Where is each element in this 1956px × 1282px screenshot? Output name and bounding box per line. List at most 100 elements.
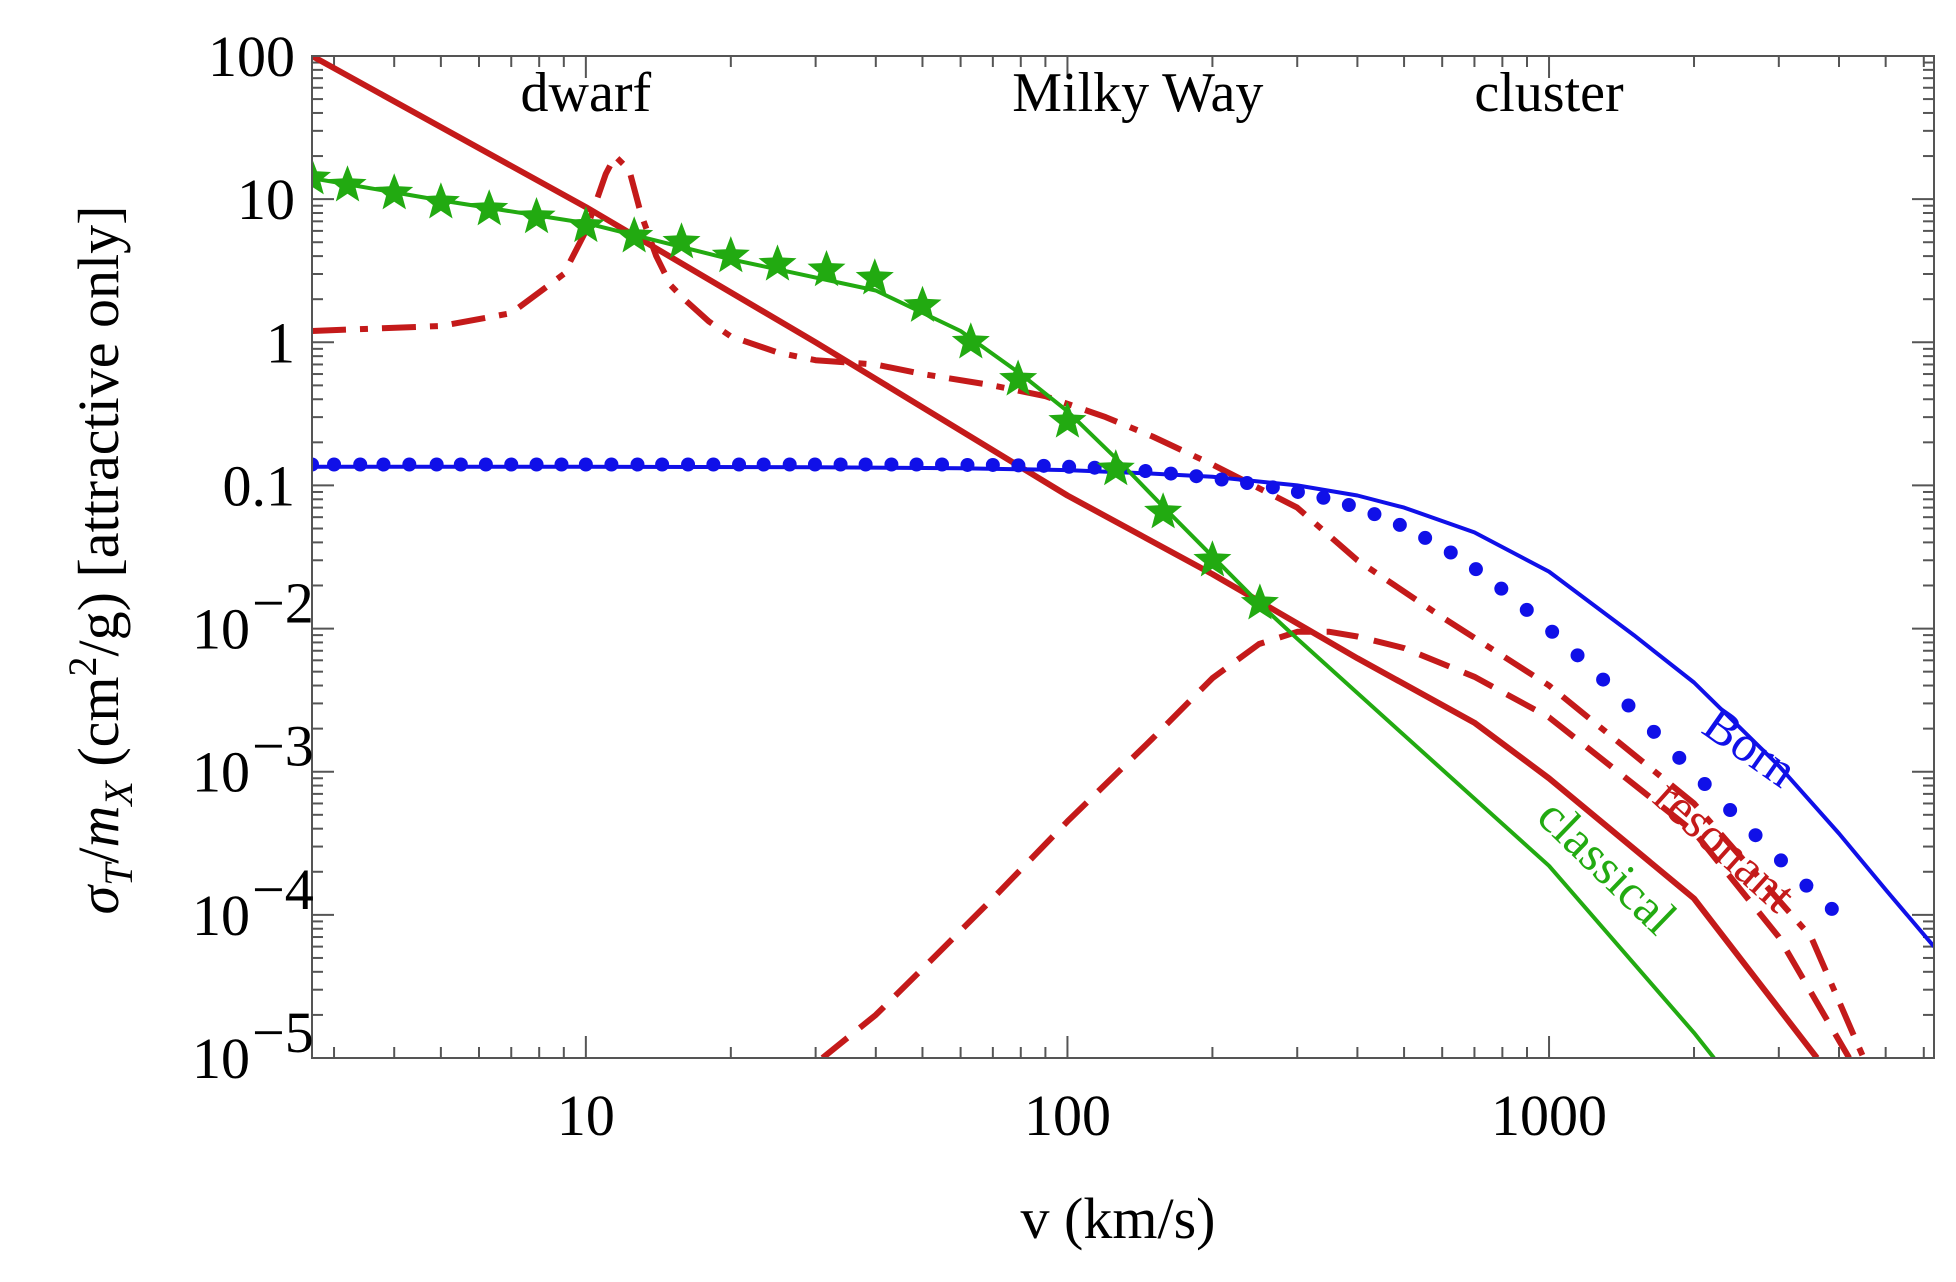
star-marker xyxy=(1240,583,1279,620)
y-label-sub2: X xyxy=(96,780,141,808)
y-label-units-close: /g) [attractive only] xyxy=(66,206,131,657)
dot-marker xyxy=(1418,530,1433,545)
dot-marker xyxy=(1748,828,1763,843)
dot-marker xyxy=(1163,466,1178,481)
dot-marker xyxy=(554,457,569,472)
data-series xyxy=(312,56,1934,1058)
dot-marker xyxy=(1773,853,1788,868)
dot-marker xyxy=(655,457,670,472)
region-label: dwarf xyxy=(521,62,652,124)
dot-marker xyxy=(1519,602,1534,617)
dot-marker xyxy=(833,457,848,472)
y-tick-exponent: −2 xyxy=(252,571,314,636)
dot-marker xyxy=(1596,672,1611,687)
region-label: cluster xyxy=(1474,62,1624,124)
dot-marker xyxy=(604,457,619,472)
dot-marker xyxy=(1189,469,1204,484)
dot-marker xyxy=(353,457,368,472)
plot-frame xyxy=(311,55,1935,1059)
dot-marker xyxy=(1443,545,1458,560)
dot-marker xyxy=(1392,517,1407,532)
dot-marker xyxy=(935,457,950,472)
dot-marker xyxy=(807,457,822,472)
series-line-4 xyxy=(312,176,1716,1058)
series-line-1 xyxy=(312,153,1867,1058)
y-tick-label: 10 xyxy=(192,597,250,662)
star-marker xyxy=(1048,401,1087,438)
dot-marker xyxy=(909,457,924,472)
x-tick-label: 10 xyxy=(557,1083,615,1148)
dot-marker xyxy=(1799,878,1814,893)
y-tick-label: 100 xyxy=(208,24,295,89)
dot-marker xyxy=(630,457,645,472)
dot-marker xyxy=(732,457,747,472)
series-line-0 xyxy=(312,56,1820,1058)
series-line-2 xyxy=(820,628,1852,1058)
y-label-sup: 2 xyxy=(60,656,105,676)
dot-marker xyxy=(960,457,975,472)
y-label-units-open: (cm xyxy=(66,676,131,781)
star-marker xyxy=(615,216,654,253)
dot-marker xyxy=(884,457,899,472)
dot-marker xyxy=(1036,458,1051,473)
dot-marker xyxy=(529,457,544,472)
star-marker xyxy=(662,222,701,259)
dot-marker xyxy=(681,457,696,472)
star-marker xyxy=(312,158,331,195)
data-markers xyxy=(312,158,1839,916)
y-tick-label: 10 xyxy=(192,1026,250,1091)
y-label-slash: / xyxy=(66,847,131,864)
star-marker xyxy=(807,250,846,287)
region-label: Milky Way xyxy=(1012,62,1263,124)
dot-marker xyxy=(1494,581,1509,596)
star-marker xyxy=(1096,449,1135,486)
dot-marker xyxy=(1824,901,1839,916)
star-marker xyxy=(903,285,942,322)
dot-marker xyxy=(504,457,519,472)
y-tick-label: 0.1 xyxy=(223,453,296,518)
y-tick-label: 10 xyxy=(192,740,250,805)
dot-marker xyxy=(756,457,771,472)
dot-marker xyxy=(706,457,721,472)
dot-marker xyxy=(1570,648,1585,663)
dot-marker xyxy=(782,457,797,472)
y-tick-exponent: −3 xyxy=(252,714,314,779)
series-line-3 xyxy=(312,464,1934,948)
dot-marker xyxy=(1240,475,1255,490)
dot-marker xyxy=(1723,803,1738,818)
x-tick-label: 1000 xyxy=(1491,1083,1607,1148)
dot-marker xyxy=(1697,777,1712,792)
axis-ticks xyxy=(312,56,1934,1059)
y-tick-label: 10 xyxy=(192,883,250,948)
star-marker xyxy=(1144,492,1183,529)
dot-marker xyxy=(429,457,444,472)
star-marker xyxy=(470,189,509,226)
dot-marker xyxy=(1316,490,1331,505)
star-marker xyxy=(951,322,990,359)
star-marker xyxy=(711,236,750,273)
dot-marker xyxy=(1646,724,1661,739)
star-marker xyxy=(855,258,894,295)
dot-marker xyxy=(1672,750,1687,765)
dot-marker xyxy=(578,457,593,472)
dot-marker xyxy=(1621,698,1636,713)
dot-marker xyxy=(1087,460,1102,475)
dot-marker xyxy=(1265,480,1280,495)
dot-marker xyxy=(478,457,493,472)
dot-marker xyxy=(1011,458,1026,473)
star-marker xyxy=(328,165,367,202)
dot-marker xyxy=(1290,484,1305,499)
y-label-m: m xyxy=(66,806,131,848)
dot-marker xyxy=(312,457,319,472)
star-marker xyxy=(758,244,797,281)
star-marker xyxy=(999,359,1038,396)
y-axis-label: σT/mX (cm2/g) [attractive only] xyxy=(60,206,141,915)
y-tick-exponent: −5 xyxy=(252,1000,314,1065)
star-marker xyxy=(375,173,414,210)
dot-marker xyxy=(376,457,391,472)
star-marker xyxy=(566,205,605,243)
dot-marker xyxy=(1341,497,1356,512)
dot-marker xyxy=(1545,624,1560,639)
dot-marker xyxy=(858,457,873,472)
